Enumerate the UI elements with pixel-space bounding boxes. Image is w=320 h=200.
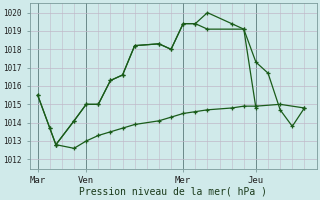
X-axis label: Pression niveau de la mer( hPa ): Pression niveau de la mer( hPa ) [79, 187, 267, 197]
